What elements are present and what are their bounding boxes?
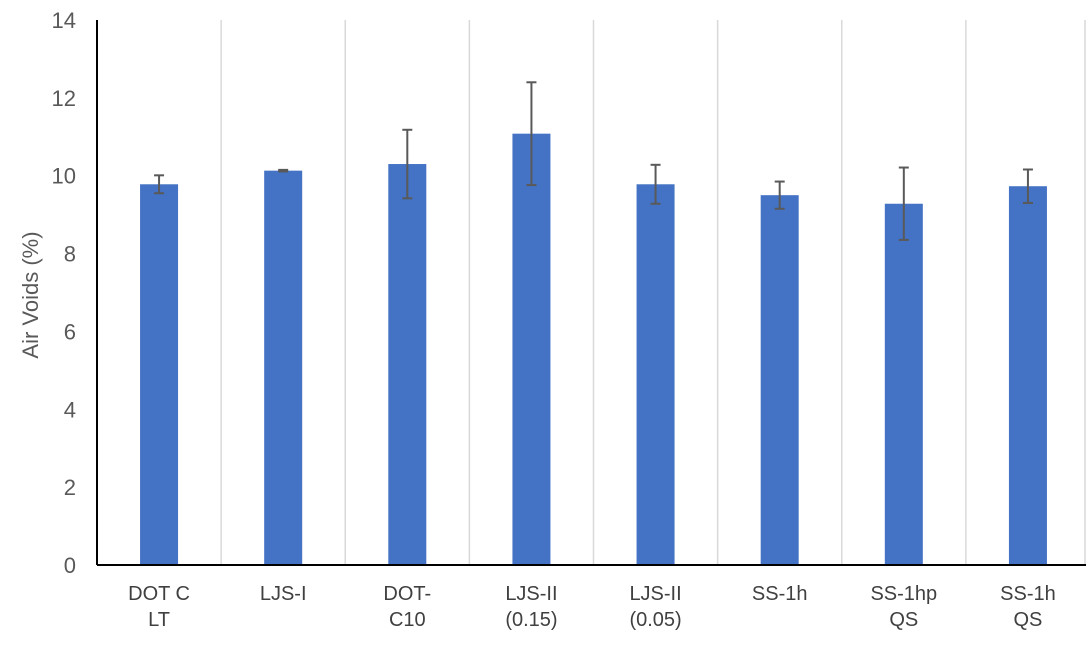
y-tick-label: 0: [64, 553, 76, 578]
error-bar: [774, 180, 785, 210]
x-tick-label: LJS-II (0.15): [505, 583, 557, 631]
x-tick-label: LJS-II (0.05): [629, 583, 681, 631]
y-tick-label: 6: [64, 319, 76, 344]
bar: [636, 184, 675, 565]
bar: [512, 133, 551, 565]
x-tick-label: SS-1h: [752, 583, 808, 605]
error-bar: [526, 81, 537, 187]
error-bar: [1022, 168, 1033, 204]
bar: [760, 195, 799, 565]
x-tick-label: SS-1h QS: [1000, 583, 1056, 631]
error-bar: [402, 128, 413, 200]
x-tick-label: SS-1hp QS: [870, 583, 937, 631]
bar: [884, 203, 923, 565]
x-tick-label: DOT-C10: [383, 583, 431, 631]
error-bar: [650, 163, 661, 205]
error-bar: [154, 174, 165, 195]
bar: [140, 184, 179, 565]
y-tick-label: 8: [64, 242, 76, 267]
bar: [264, 170, 303, 565]
y-tick-label: 12: [52, 86, 76, 111]
y-axis-title: Air Voids (%): [18, 231, 43, 358]
error-bar: [898, 166, 909, 241]
gridlines: [220, 20, 1086, 565]
y-tick-label: 4: [64, 397, 76, 422]
axes: [96, 20, 1086, 566]
error-bar: [278, 168, 289, 173]
x-tick-label: DOT C LT: [128, 583, 190, 631]
y-tick-label: 10: [52, 164, 76, 189]
y-tick-label: 14: [52, 8, 76, 33]
bar: [388, 164, 427, 566]
bar: [1008, 186, 1047, 565]
bars: [140, 133, 1047, 566]
error-bars: [154, 81, 1033, 241]
x-tick-label: LJS-I: [260, 583, 307, 605]
y-tick-label: 2: [64, 475, 76, 500]
y-tick-labels: 0 2 4 6 8 10 12 14: [52, 8, 76, 578]
x-tick-labels: DOT C LT LJS-I DOT-C10 LJS-II (0.15) LJS-II (0.…: [128, 583, 1056, 631]
